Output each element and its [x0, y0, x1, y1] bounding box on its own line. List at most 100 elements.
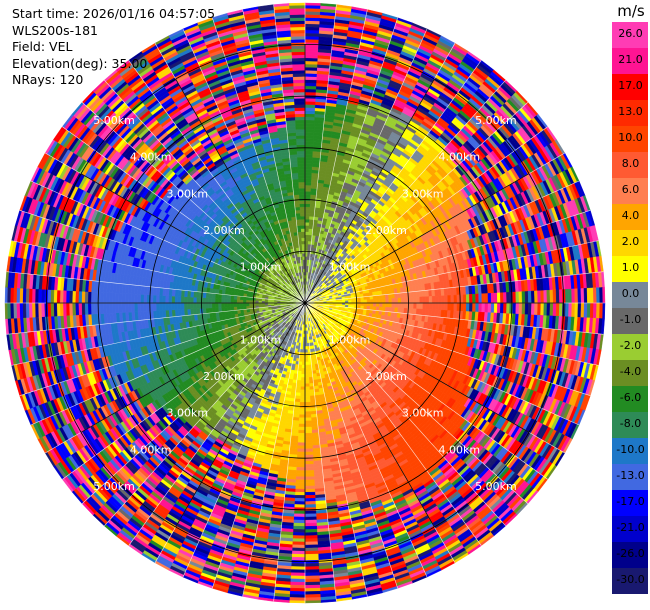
colorbar-bin	[612, 204, 648, 230]
ppi-ray	[44, 302, 306, 467]
colorbar-bin	[612, 334, 648, 360]
ppi-ray	[304, 240, 602, 304]
ppi-ray	[304, 302, 602, 366]
ray-gap	[304, 60, 482, 304]
colorbar-bin	[612, 438, 648, 464]
ray-gap	[304, 79, 506, 304]
ray-gap	[11, 240, 306, 304]
ppi-ray	[304, 302, 591, 411]
ppi-ray	[304, 302, 605, 335]
ppi-ray	[304, 302, 442, 578]
ray-gap	[304, 271, 604, 304]
colorbar-bin	[612, 100, 648, 126]
ppi-ray	[168, 28, 306, 304]
ppi-ray	[304, 302, 604, 351]
ring-label: 5.00km	[475, 480, 517, 493]
colorbar-bin	[612, 256, 648, 282]
ray-gap	[304, 180, 580, 304]
azimuth-line	[304, 78, 435, 304]
ray-gap	[182, 28, 306, 304]
ray-gap	[212, 302, 306, 589]
ray-gap	[304, 302, 580, 426]
ppi-ray	[304, 6, 368, 304]
colorbar-bin	[612, 464, 648, 490]
ppi-ray	[289, 302, 306, 604]
ray-gap	[304, 126, 548, 304]
colorbar-tick-label: -2.0	[619, 339, 642, 352]
colorbar-bin	[612, 74, 648, 100]
colorbar-bin	[612, 152, 648, 178]
ring-label: 4.00km	[439, 443, 481, 456]
field-label: Field: VEL	[12, 39, 73, 54]
colorbar-tick-label: -21.0	[616, 521, 645, 534]
ppi-ray	[304, 3, 337, 304]
ppi-rays	[4, 2, 606, 604]
ray-gap	[30, 180, 306, 304]
azimuth-line	[80, 302, 306, 433]
ppi-ray	[4, 302, 306, 319]
ppi-ray	[289, 2, 306, 304]
ppi-ray	[304, 22, 428, 304]
ppi-ray	[304, 302, 321, 604]
colorbar-tick-label: 2.0	[621, 235, 640, 248]
colorbar-tick-label: -1.0	[619, 313, 642, 326]
colorbar-tick-label: -10.0	[616, 443, 645, 456]
ray-gap	[304, 302, 368, 597]
ring-label: 2.00km	[365, 370, 407, 383]
ppi-ray	[154, 35, 306, 304]
ring-label: 2.00km	[203, 224, 245, 237]
ray-gap	[62, 126, 306, 304]
colorbar-tick-label: -26.0	[616, 547, 645, 560]
azimuth-line	[175, 302, 306, 528]
ring-label: 3.00km	[402, 407, 444, 420]
colorbar-bin	[612, 542, 648, 568]
ray-gap	[212, 17, 306, 304]
ppi-velocity-plot: 1.00km 1.00km 1.00km 1.00km 2.00km 2.00km 2.00…	[4, 2, 606, 604]
ppi-ray	[273, 302, 306, 603]
ppi-ray	[71, 102, 306, 304]
colorbar-bin	[612, 568, 648, 594]
ring-label: 4.00km	[439, 151, 481, 164]
colorbar-tick-label: 13.0	[618, 105, 643, 118]
colorbar-tick-label: 10.0	[618, 131, 643, 144]
ppi-ray	[304, 302, 557, 480]
ray-gap	[128, 60, 306, 304]
ray-gap	[304, 302, 591, 396]
ppi-ray	[304, 35, 456, 304]
ppi-ring-labels: 1.00km 1.00km 1.00km 1.00km 2.00km 2.00km 2.00…	[93, 114, 516, 493]
ray-gap	[242, 302, 306, 597]
ppi-ray	[182, 302, 306, 584]
ppi-ray	[62, 113, 306, 304]
ppi-grid	[45, 43, 565, 563]
ray-gap	[6, 271, 306, 304]
ppi-ray	[304, 302, 596, 396]
ray-gap	[304, 102, 529, 304]
colorbar-bin	[612, 22, 648, 48]
ppi-ray	[304, 225, 599, 304]
ppi-ray	[227, 9, 306, 304]
ray-gap	[304, 302, 529, 504]
elevation-label: Elevation(deg): 35.00	[12, 55, 148, 71]
ppi-ray	[304, 2, 321, 304]
ray-gap	[304, 302, 599, 366]
start-time-label: Start time: 2026/01/16 04:57:05	[12, 6, 216, 21]
ppi-ray	[141, 42, 306, 304]
ray-gap	[81, 302, 306, 504]
ray-gap	[304, 302, 604, 335]
ray-gap	[11, 302, 306, 366]
ring-label: 1.00km	[329, 260, 371, 273]
ray-gap	[128, 302, 306, 546]
ppi-ray	[304, 302, 580, 440]
colorbar-unit: m/s	[617, 2, 645, 20]
ppi-ray	[304, 90, 529, 304]
ring-label: 4.00km	[130, 151, 172, 164]
azimuth-line	[304, 173, 530, 304]
ppi-ray	[304, 302, 398, 594]
ring-label: 1.00km	[240, 334, 282, 347]
ppi-ray	[304, 195, 591, 304]
velocity-colorbar: m/s 26.0 21.0 17.0 13.0 10.0 8.0 6.0 4.0 2.0 1.0 0…	[612, 2, 650, 608]
ring-label: 3.00km	[402, 187, 444, 200]
ring-label: 3.00km	[167, 187, 209, 200]
colorbar-tick-label: 6.0	[621, 183, 640, 196]
colorbar-tick-label: -13.0	[616, 469, 645, 482]
